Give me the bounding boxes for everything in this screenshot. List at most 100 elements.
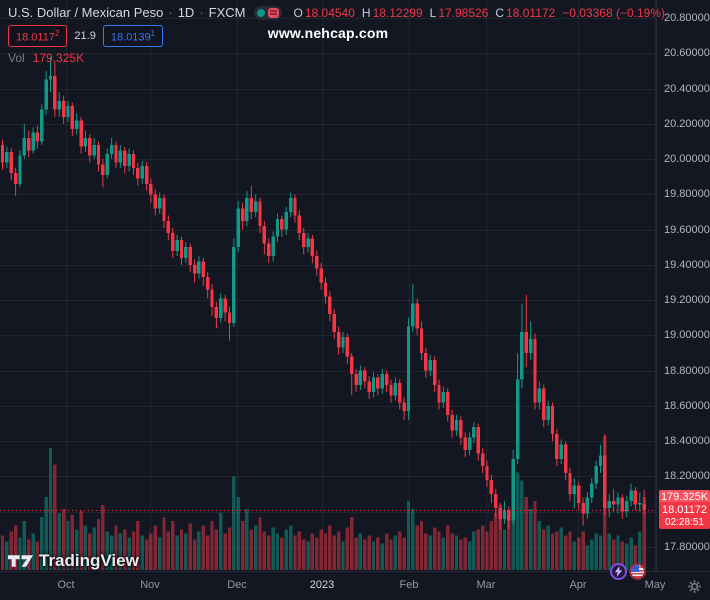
volume-bar xyxy=(288,525,293,570)
candle-body xyxy=(568,472,572,495)
candle-body xyxy=(389,384,393,396)
candle-body xyxy=(92,144,96,156)
candle-body xyxy=(520,331,524,380)
candle-body xyxy=(345,337,350,357)
candle-body xyxy=(188,247,192,265)
candle-body xyxy=(494,494,498,509)
volume-bar xyxy=(245,509,249,570)
candle-body xyxy=(157,197,162,209)
volume-bar xyxy=(315,537,319,570)
price-tick-label: 18.40000 xyxy=(664,435,710,448)
volume-bar xyxy=(48,448,53,570)
candle-body xyxy=(271,236,275,257)
price-axis[interactable]: 17.8000018.0000018.2000018.4000018.60000… xyxy=(656,0,710,571)
candle-body xyxy=(301,233,306,248)
time-tick-label: Dec xyxy=(227,579,247,591)
volume-bar xyxy=(336,531,341,570)
volume-bar xyxy=(450,533,454,570)
tradingview-mark-icon xyxy=(8,555,33,567)
candle-body xyxy=(223,298,227,313)
economic-event-icon[interactable] xyxy=(610,563,627,580)
close-value: 18.01172 xyxy=(506,5,556,20)
candle-body xyxy=(249,197,254,212)
volume-bar xyxy=(175,535,179,570)
candle-body xyxy=(136,167,140,179)
volume-bar xyxy=(607,533,611,570)
us-flag-event-icon[interactable] xyxy=(629,563,646,580)
sell-bid-button[interactable]: 18.01172 xyxy=(8,25,68,47)
time-axis[interactable]: Oct Nov Dec 2023 Feb Mar Apr May xyxy=(0,571,710,600)
candle-body xyxy=(620,497,625,512)
candle-body xyxy=(576,485,581,503)
volume-bar xyxy=(280,537,284,570)
volume-bar xyxy=(88,533,92,570)
candle-body xyxy=(393,383,398,396)
candle-body xyxy=(258,201,262,227)
volume-bar xyxy=(114,525,118,570)
candle-body xyxy=(459,420,463,438)
volume-bar xyxy=(454,535,459,570)
tradingview-logo[interactable]: TradingView xyxy=(8,551,139,571)
volume-bar xyxy=(533,500,537,570)
buy-ask-button[interactable]: 18.01391 xyxy=(102,25,164,47)
volume-bar xyxy=(262,531,267,570)
candle-body xyxy=(616,497,620,505)
volume-bar xyxy=(550,533,555,570)
candle-body xyxy=(96,144,101,165)
price-tick-label: 19.80000 xyxy=(664,188,710,201)
exchange-label[interactable]: FXCM xyxy=(208,5,246,20)
candle-body xyxy=(319,268,323,283)
candle-body xyxy=(236,208,240,248)
volume-bar xyxy=(507,517,511,570)
candlestick-chart[interactable] xyxy=(0,0,656,571)
candle-body xyxy=(293,197,297,216)
candle-body xyxy=(153,194,157,209)
candle-body xyxy=(0,144,5,163)
candle-body xyxy=(197,261,201,274)
volume-bar xyxy=(66,521,70,570)
candle-body xyxy=(44,79,48,110)
candle-body xyxy=(267,243,271,257)
time-tick-label: Oct xyxy=(57,579,75,591)
volume-bar xyxy=(428,535,432,570)
volume-bar xyxy=(598,535,603,570)
candle-body xyxy=(476,427,480,454)
timezone-settings-gear-icon[interactable] xyxy=(688,580,701,593)
candle-body xyxy=(555,434,559,459)
volume-bar xyxy=(590,539,594,570)
lightning-bolt-icon xyxy=(614,566,623,577)
candle-body xyxy=(625,501,629,512)
interval-button[interactable]: 1D xyxy=(177,5,195,20)
title-separator: · xyxy=(168,5,173,20)
volume-bar xyxy=(301,539,306,570)
candle-body xyxy=(275,219,280,237)
candle-body xyxy=(572,485,577,495)
candle-body xyxy=(480,453,485,466)
volume-bar xyxy=(75,529,79,570)
candle-body xyxy=(306,238,310,248)
volume-bar xyxy=(380,543,384,570)
volume-bar xyxy=(227,527,232,570)
volume-bar xyxy=(642,497,646,570)
candle-body xyxy=(581,502,585,514)
time-tick-label: Apr xyxy=(569,579,587,591)
volume-bar xyxy=(236,496,240,570)
candle-body xyxy=(446,391,450,415)
candle-body xyxy=(498,508,502,519)
candle-body xyxy=(463,437,467,451)
candle-body xyxy=(546,405,550,421)
time-tick-label: 2023 xyxy=(309,579,335,591)
volume-bar xyxy=(140,535,144,570)
candle-body xyxy=(79,120,83,147)
volume-bar xyxy=(363,539,367,570)
market-status-indicator[interactable] xyxy=(253,5,282,20)
price-tick-label: 19.00000 xyxy=(664,329,710,342)
candle-body xyxy=(406,326,411,412)
volume-bar xyxy=(284,529,288,570)
volume-bar xyxy=(13,525,18,570)
candle-body xyxy=(127,153,131,167)
candle-body xyxy=(192,264,197,274)
symbol-title[interactable]: U.S. Dollar / Mexican Peso xyxy=(8,5,164,20)
candle-body xyxy=(227,312,232,324)
candle-body xyxy=(57,100,61,110)
